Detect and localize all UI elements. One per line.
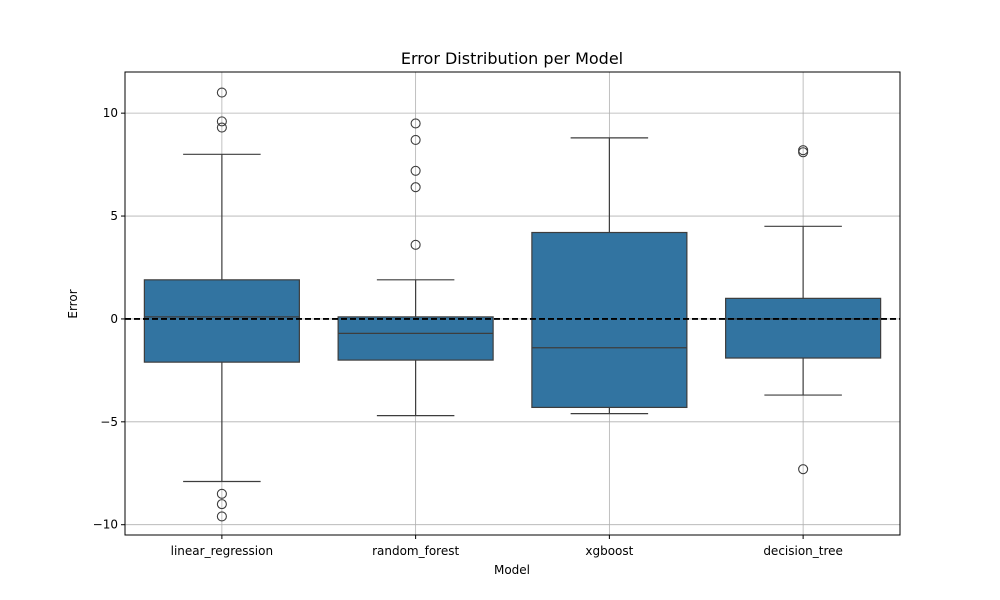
outlier-point (216, 87, 227, 98)
iqr-box (725, 297, 882, 359)
iqr-box (337, 316, 494, 361)
y-tick-label: 0 (110, 312, 118, 326)
box-layer (143, 87, 882, 522)
outlier-point (798, 147, 809, 158)
y-axis-label: Error (66, 289, 80, 318)
outlier-point (216, 488, 227, 499)
iqr-box (531, 231, 688, 409)
chart-title: Error Distribution per Model (401, 49, 623, 68)
tick-layer: −10 −5 0 5 10 linear_regression random_forest x… (93, 106, 843, 558)
outlier-point (410, 165, 421, 176)
outlier-point (410, 118, 421, 129)
plot-frame (124, 71, 901, 536)
outlier-point (410, 134, 421, 145)
outlier-point (798, 464, 809, 475)
x-axis-label: Model (494, 563, 530, 577)
box-random_forest (337, 118, 494, 417)
y-tick-label: −5 (100, 415, 118, 429)
outlier-point (410, 182, 421, 193)
box-linear_regression (143, 87, 300, 522)
x-tick-label: xgboost (585, 544, 633, 558)
outlier-point (216, 116, 227, 127)
x-tick-label: linear_regression (171, 544, 273, 558)
box-decision_tree (725, 145, 882, 475)
y-tick-label: −10 (93, 518, 118, 532)
x-tick-label: decision_tree (763, 544, 843, 558)
outlier-point (216, 511, 227, 522)
y-tick-label: 5 (110, 209, 118, 223)
y-tick-label: 10 (103, 106, 118, 120)
outlier-point (216, 499, 227, 510)
outlier-point (410, 239, 421, 250)
iqr-box (143, 279, 300, 363)
outlier-point (216, 122, 227, 133)
box-xgboost (531, 137, 688, 415)
x-tick-label: random_forest (372, 544, 459, 558)
